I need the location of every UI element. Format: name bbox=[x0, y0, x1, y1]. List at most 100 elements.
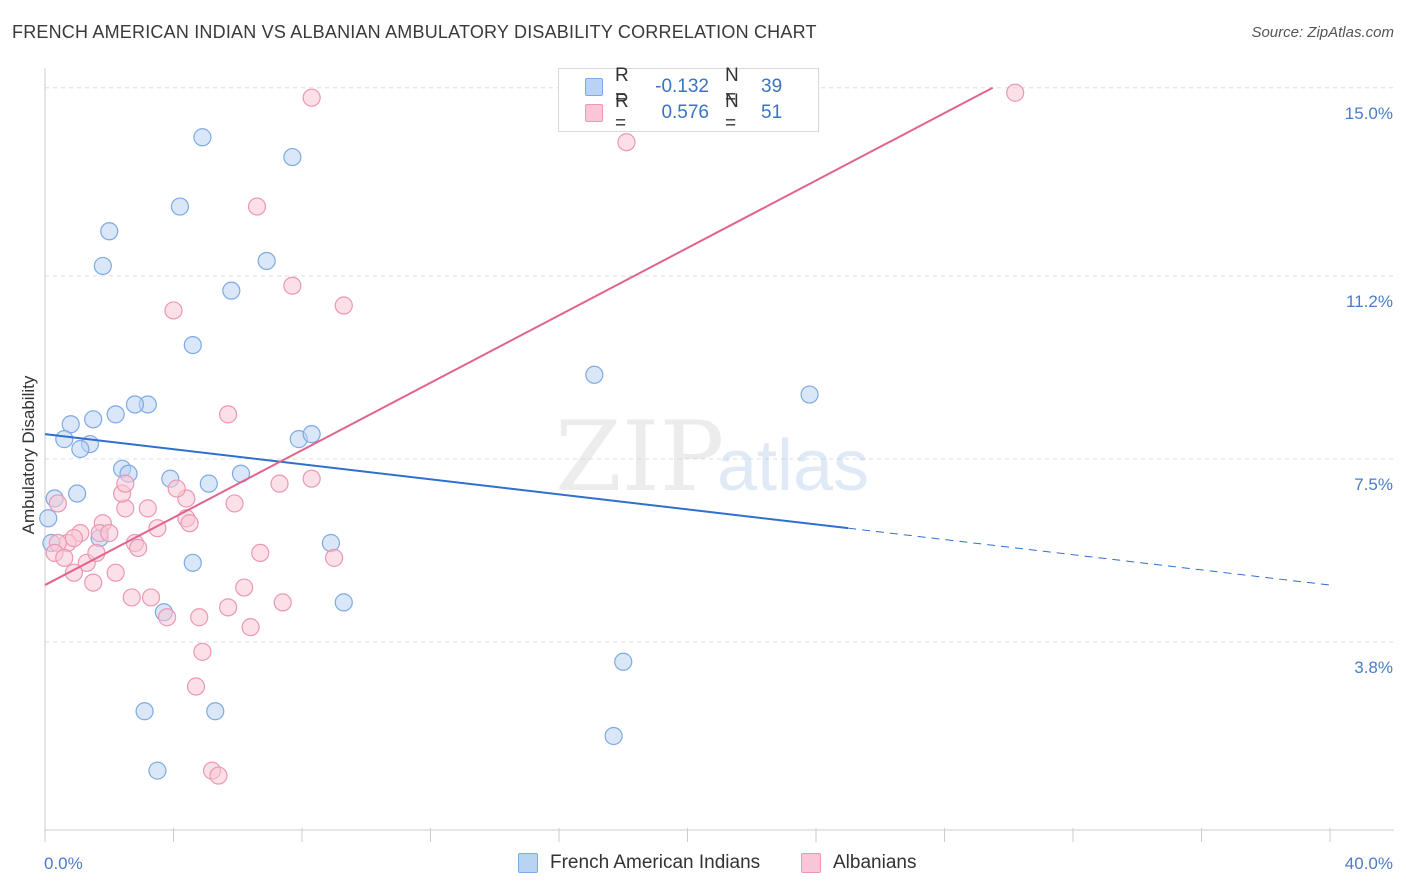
french-american-indian-point bbox=[84, 410, 103, 429]
french-american-indian-trend-extension bbox=[848, 527, 1331, 586]
french-american-indian-point bbox=[148, 761, 167, 780]
albanian-point bbox=[283, 276, 302, 295]
french-american-indian-point bbox=[614, 652, 633, 671]
y-tick-label: 3.8% bbox=[1354, 658, 1393, 677]
albanian-point bbox=[141, 588, 161, 607]
albanian-point bbox=[190, 608, 209, 627]
french-american-indian-trend-line bbox=[44, 433, 849, 530]
albanian-point bbox=[64, 528, 84, 548]
albanian-point bbox=[273, 593, 292, 612]
french-american-indian-point bbox=[604, 726, 623, 746]
albanian-point bbox=[225, 494, 244, 513]
bottom-legend-label: Albanians bbox=[833, 852, 917, 873]
albanian-point bbox=[193, 642, 212, 661]
albanian-point bbox=[55, 548, 74, 567]
albanian-point bbox=[251, 543, 270, 563]
bottom-legend-albanians: Albanians bbox=[801, 852, 916, 874]
albanian-point bbox=[302, 469, 321, 488]
albanian-point bbox=[209, 766, 228, 785]
chart-title: FRENCH AMERICAN INDIAN VS ALBANIAN AMBUL… bbox=[12, 22, 817, 42]
albanian-point bbox=[164, 301, 183, 320]
albanian-point bbox=[84, 573, 103, 592]
legend-row-albanians: R = 0.576 N = 51 bbox=[585, 91, 783, 134]
albanian-point bbox=[270, 474, 289, 493]
axes bbox=[44, 68, 1394, 842]
legend-swatch-blue bbox=[585, 78, 603, 96]
y-tick-label: 15.0% bbox=[1345, 104, 1393, 123]
french-american-indian-point bbox=[183, 335, 202, 355]
french-american-indian-point bbox=[222, 281, 241, 300]
legend-r-label: R = bbox=[615, 65, 629, 108]
y-axis-title: Ambulatory Disability bbox=[19, 375, 38, 534]
albanian-point bbox=[157, 608, 177, 627]
bottom-legend-french-american-indians: French American Indians bbox=[518, 852, 760, 874]
french-american-indian-point bbox=[321, 533, 341, 553]
watermark-atlas: atlas bbox=[717, 426, 869, 506]
legend-r-value: -0.132 bbox=[655, 76, 709, 97]
legend-row-french-american-indians: R = -0.132 N = 39 bbox=[585, 65, 783, 108]
french-american-indian-point bbox=[206, 702, 225, 721]
albanian-point bbox=[106, 563, 125, 582]
legend-n-label: N = bbox=[725, 65, 739, 108]
correlation-legend: R = -0.132 N = 39 R = 0.576 N = 51 bbox=[558, 65, 819, 134]
albanian-point bbox=[180, 514, 199, 533]
french-american-indian-point bbox=[585, 365, 604, 384]
y-tick-label: 7.5% bbox=[1354, 475, 1393, 494]
trend-lines bbox=[44, 86, 1331, 586]
french-american-indian-point bbox=[199, 474, 218, 493]
legend-n-label: N = bbox=[725, 91, 739, 134]
legend-r-label: R = bbox=[615, 91, 629, 134]
french-american-indian-point bbox=[193, 128, 212, 147]
french-american-indian-point bbox=[135, 702, 154, 721]
albanian-point bbox=[219, 405, 238, 424]
legend-n-value: 51 bbox=[761, 102, 783, 123]
albanian-point bbox=[167, 479, 186, 498]
french-american-indian-point bbox=[100, 222, 119, 241]
legend-r-value: 0.576 bbox=[661, 102, 709, 123]
albanian-point bbox=[617, 133, 636, 152]
albanian-point bbox=[48, 494, 67, 513]
albanian-point bbox=[122, 588, 141, 607]
french-american-indian-point bbox=[68, 484, 87, 503]
french-american-indian-point bbox=[55, 430, 74, 449]
source-label: Source: ZipAtlas.com bbox=[1251, 24, 1394, 41]
french-american-indian-point bbox=[334, 593, 353, 612]
albanian-point bbox=[1006, 83, 1025, 102]
bottom-legend-label: French American Indians bbox=[550, 852, 761, 873]
french-american-indian-point bbox=[183, 553, 202, 572]
x-tick-label-min: 0.0% bbox=[44, 854, 83, 873]
french-american-indian-point bbox=[93, 256, 112, 276]
bottom-legend-swatch-blue bbox=[518, 853, 538, 873]
french-american-indian-point bbox=[39, 509, 58, 528]
albanian-point bbox=[302, 88, 321, 107]
french-american-indian-point bbox=[170, 197, 190, 216]
bottom-legend-swatch-pink bbox=[801, 853, 821, 873]
albanian-point bbox=[235, 578, 254, 597]
french-american-indian-point bbox=[106, 405, 125, 424]
french-american-indian-point bbox=[302, 425, 321, 444]
albanian-point bbox=[241, 618, 260, 637]
french-american-indian-point bbox=[800, 385, 819, 404]
watermark: ZIP atlas bbox=[555, 401, 869, 513]
grid-lines bbox=[45, 87, 1394, 643]
albanian-point bbox=[129, 538, 148, 558]
x-tick-label-max: 40.0% bbox=[1345, 854, 1393, 873]
albanian-point bbox=[116, 499, 135, 518]
albanian-point bbox=[116, 474, 135, 493]
axis-labels: 3.8% 7.5% 11.2% 15.0% 0.0% 40.0% bbox=[44, 104, 1393, 873]
legend-swatch-pink bbox=[585, 104, 603, 122]
albanian-point bbox=[325, 548, 344, 567]
albanian-trend-line bbox=[44, 86, 994, 586]
french-american-indian-point bbox=[283, 147, 302, 167]
french-american-indian-point bbox=[71, 439, 90, 459]
watermark-zip: ZIP bbox=[555, 401, 724, 513]
albanian-point bbox=[138, 499, 157, 518]
y-tick-label: 11.2% bbox=[1346, 292, 1393, 311]
french-american-indian-point bbox=[257, 251, 276, 271]
french-american-indian-point bbox=[125, 395, 145, 414]
albanian-point bbox=[247, 197, 267, 216]
albanian-point bbox=[100, 524, 119, 543]
legend-n-value: 39 bbox=[761, 76, 783, 97]
albanian-point bbox=[186, 677, 206, 696]
